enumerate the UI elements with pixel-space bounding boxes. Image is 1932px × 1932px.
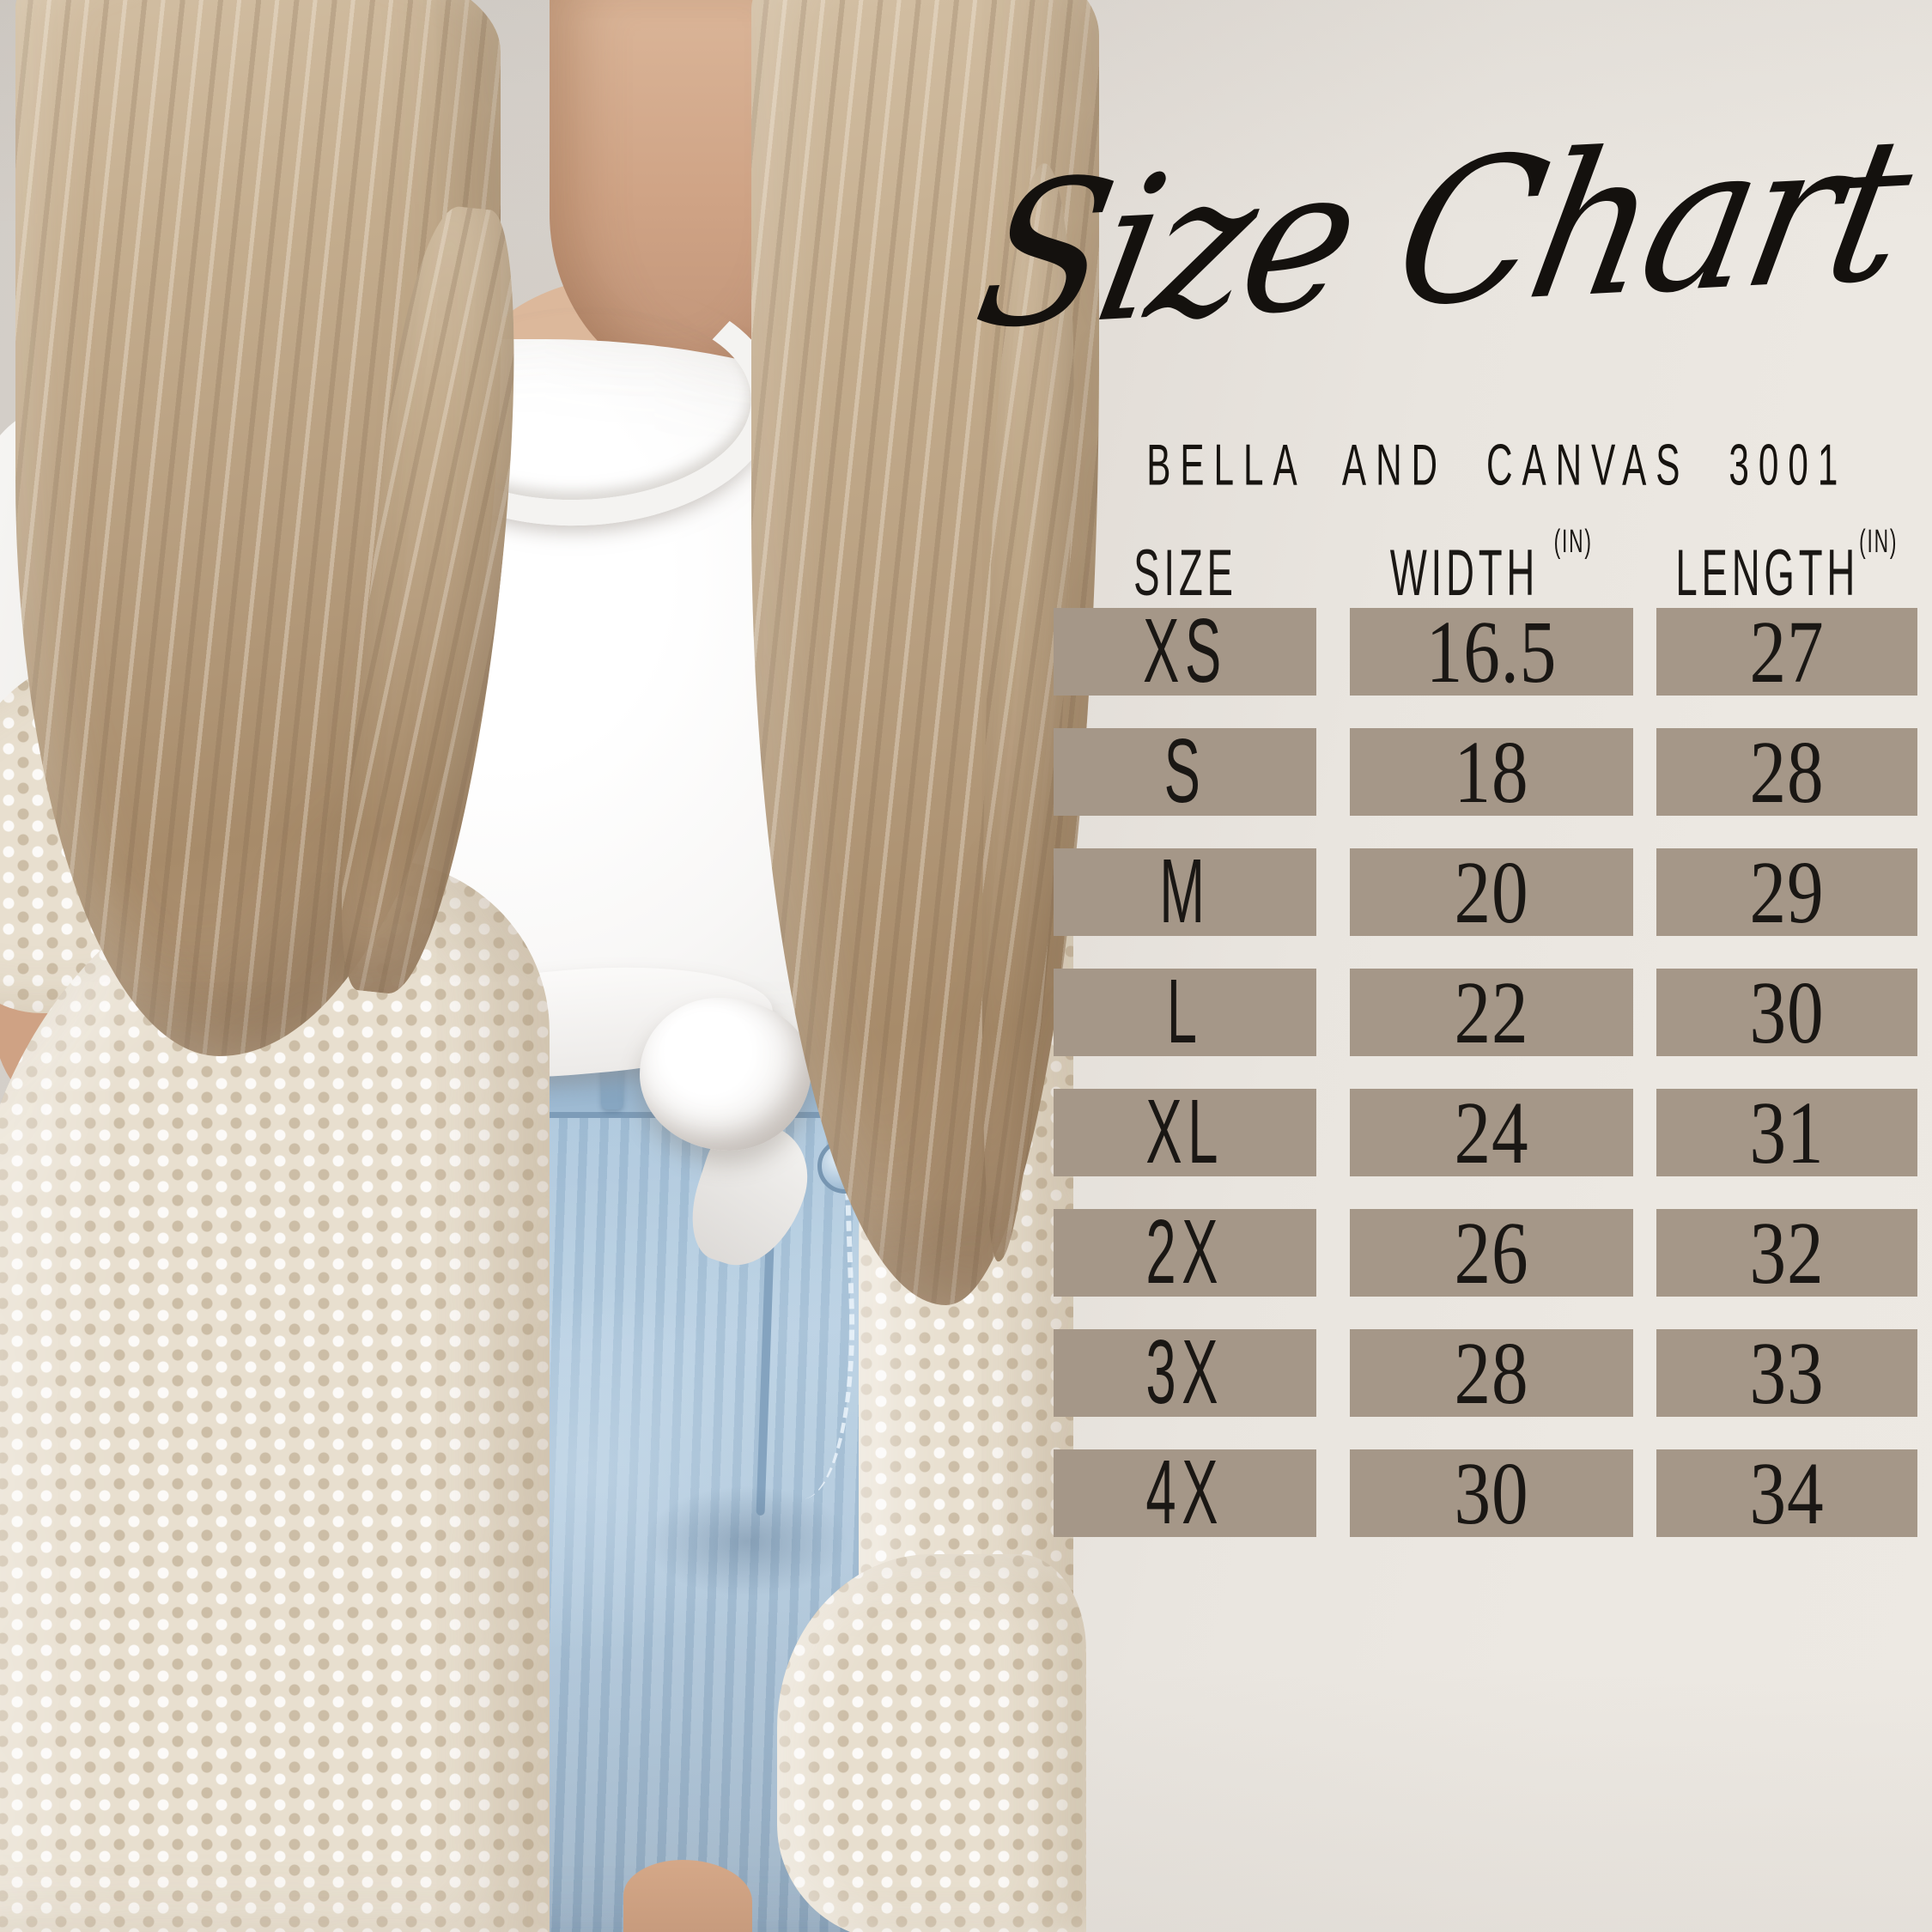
width-cell-l: 22 [1350, 963, 1633, 1062]
width-cell-xs: 16.5 [1350, 603, 1633, 702]
width-cell-xl: 24 [1350, 1084, 1633, 1182]
header-size-label: SIZE [1133, 537, 1237, 610]
length-cell-xl: 31 [1656, 1084, 1917, 1182]
model-hand [623, 1860, 752, 1932]
jeans-shadow [644, 1485, 850, 1597]
width-cell-3x: 28 [1350, 1324, 1633, 1423]
size-cell-4x: 4X [1054, 1443, 1316, 1543]
page-subtitle-text: BELLA AND CANVAS 3001 [1146, 431, 1848, 498]
page-subtitle: BELLA AND CANVAS 3001 [966, 431, 1932, 498]
tshirt-knot [640, 998, 811, 1151]
column-header-size: SIZE [1054, 541, 1316, 606]
page-title: Size Chart [962, 77, 1923, 390]
size-cell-3x: 3X [1054, 1322, 1316, 1423]
length-cell-2x: 32 [1656, 1204, 1917, 1303]
column-header-width: WIDTH (IN) [1350, 526, 1633, 606]
width-cell-m: 20 [1350, 843, 1633, 942]
size-cell-l: L [1054, 962, 1316, 1062]
header-width-label: WIDTH [1389, 537, 1540, 610]
width-cell-4x: 30 [1350, 1444, 1633, 1543]
column-header-length: LENGTH(IN) [1656, 526, 1917, 606]
width-cell-2x: 26 [1350, 1204, 1633, 1303]
size-cell-s: S [1054, 721, 1316, 822]
length-cell-xs: 27 [1656, 603, 1917, 702]
size-cell-m: M [1054, 841, 1316, 942]
header-length-label: LENGTH [1675, 537, 1860, 610]
cardigan-right-sleeve [777, 1554, 1086, 1932]
header-length-unit: (IN) [1859, 524, 1899, 561]
page-title-text: Size Chart [961, 93, 1924, 374]
length-cell-4x: 34 [1656, 1444, 1917, 1543]
length-cell-l: 30 [1656, 963, 1917, 1062]
length-cell-s: 28 [1656, 723, 1917, 822]
length-cell-3x: 33 [1656, 1324, 1917, 1423]
size-cell-xl: XL [1054, 1082, 1316, 1182]
width-cell-s: 18 [1350, 723, 1633, 822]
size-cell-xs: XS [1054, 601, 1316, 702]
length-cell-m: 29 [1656, 843, 1917, 942]
header-width-unit: (IN) [1553, 524, 1594, 561]
size-cell-2x: 2X [1054, 1202, 1316, 1303]
